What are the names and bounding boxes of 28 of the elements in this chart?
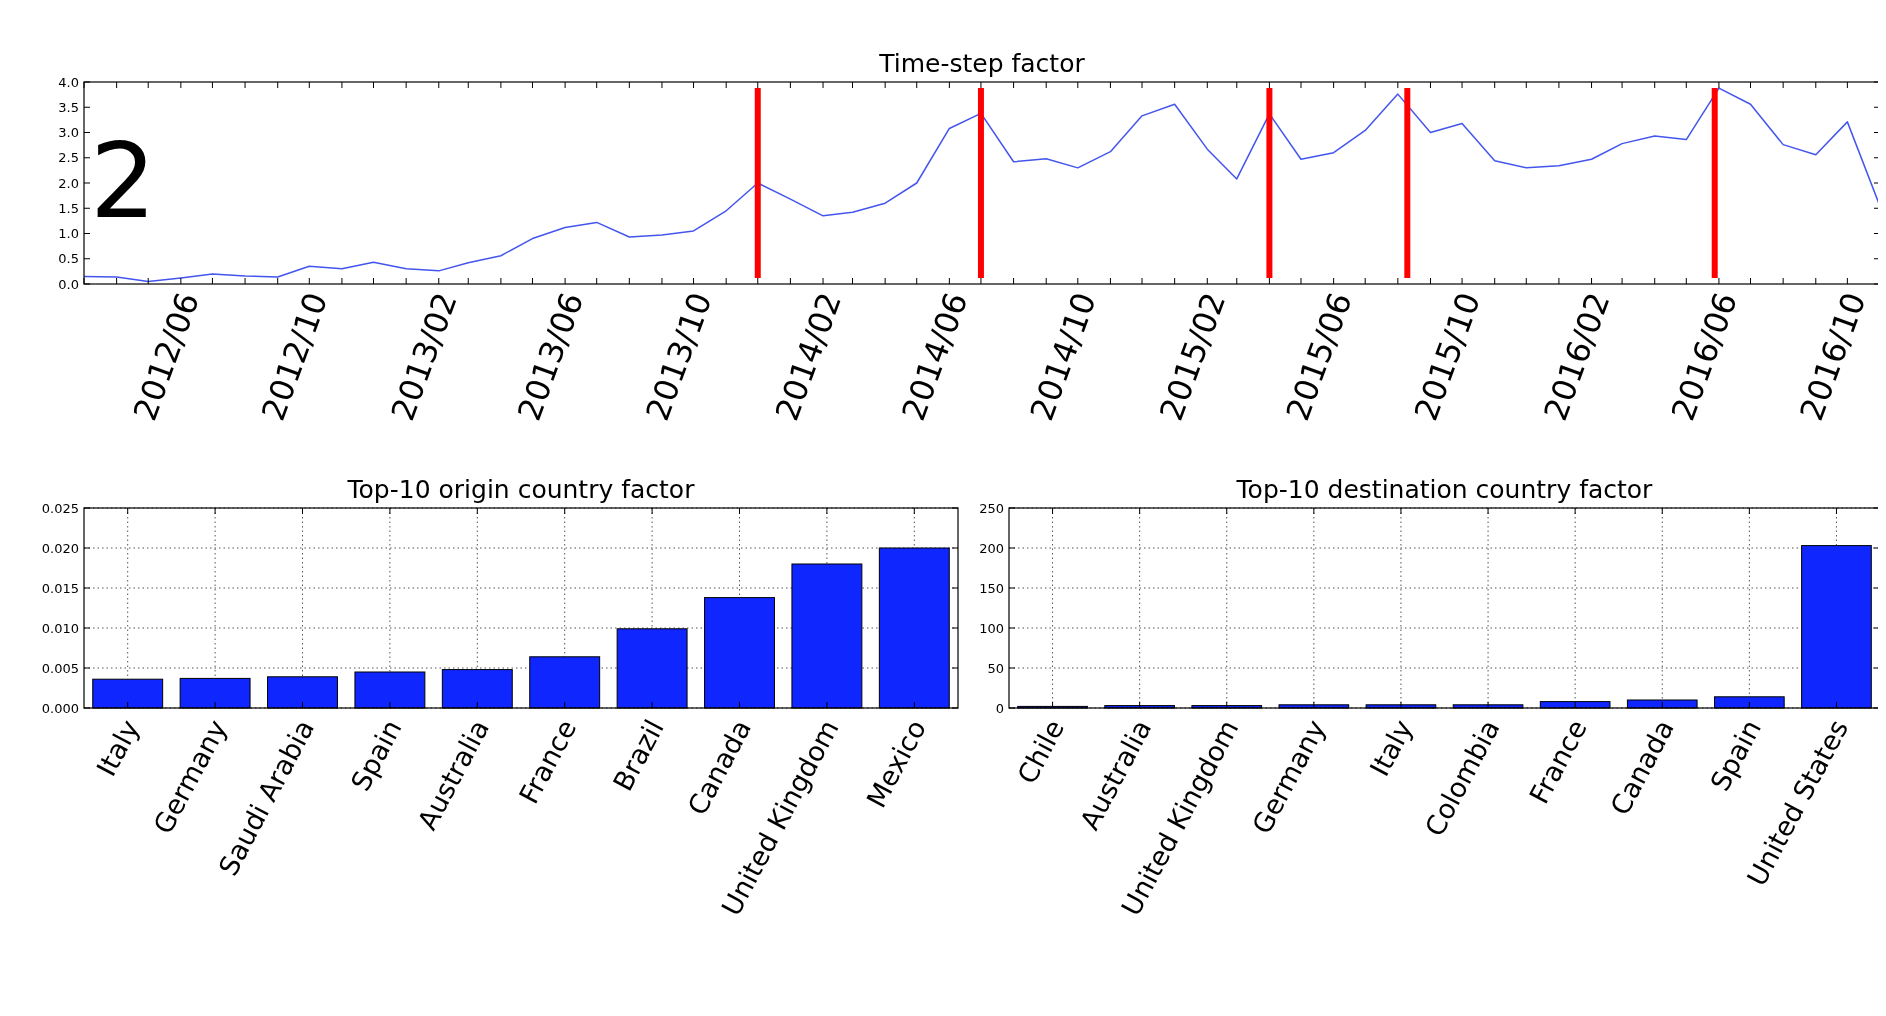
x-tick-label: Italy bbox=[1363, 714, 1419, 781]
y-tick-label: 200 bbox=[979, 540, 1004, 556]
y-tick-label: 0.025 bbox=[41, 500, 79, 516]
x-tick-label: Chile bbox=[1011, 714, 1071, 789]
y-tick-label: 1.5 bbox=[58, 200, 79, 216]
annotation: 2 bbox=[90, 120, 157, 243]
chart-title: Top-10 origin country factor bbox=[346, 475, 696, 504]
y-tick-label: 250 bbox=[979, 500, 1004, 516]
y-tick-label: 3.5 bbox=[58, 99, 79, 115]
y-tick-label: 0.000 bbox=[41, 700, 79, 716]
y-tick-label: 1.0 bbox=[58, 226, 79, 242]
chart-title: Top-10 destination country factor bbox=[1235, 475, 1654, 504]
y-tick-label: 50 bbox=[987, 660, 1004, 676]
y-tick-label: 0.010 bbox=[41, 620, 79, 636]
y-tick-label: 0.005 bbox=[41, 660, 79, 676]
y-tick-label: 0.015 bbox=[41, 580, 79, 596]
y-tick-label: 150 bbox=[979, 580, 1004, 596]
y-tick-label: 0.020 bbox=[41, 540, 79, 556]
y-tick-label: 3.0 bbox=[58, 125, 79, 141]
y-tick-label: 2.5 bbox=[58, 150, 79, 166]
x-tick-label: Italy bbox=[90, 714, 146, 781]
y-tick-label: 0.0 bbox=[58, 276, 79, 292]
y-tick-label: 4.0 bbox=[58, 74, 79, 90]
y-tick-label: 0.5 bbox=[58, 251, 79, 267]
y-tick-label: 2.0 bbox=[58, 175, 79, 191]
y-tick-label: 0 bbox=[995, 700, 1004, 716]
y-tick-label: 100 bbox=[979, 620, 1004, 636]
chart-title: Time-step factor bbox=[878, 49, 1086, 78]
